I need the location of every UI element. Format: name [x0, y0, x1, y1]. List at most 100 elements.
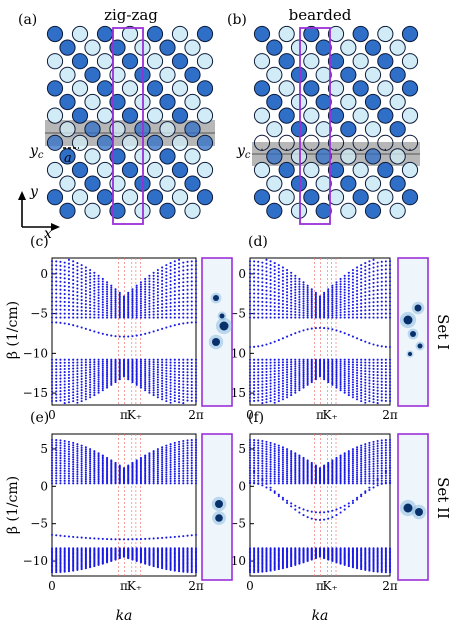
band-point — [144, 480, 147, 483]
band-point — [169, 325, 172, 328]
band-point — [186, 457, 189, 460]
band-point — [372, 308, 375, 311]
band-point — [72, 463, 75, 466]
band-point — [101, 298, 104, 301]
band-point — [63, 296, 66, 300]
band-point — [269, 463, 272, 466]
band-point — [76, 367, 79, 370]
band-point — [368, 271, 371, 274]
band-point — [339, 474, 342, 477]
band-point — [144, 374, 147, 378]
band-point — [372, 278, 375, 281]
band-point — [281, 387, 284, 390]
band-point — [55, 393, 58, 396]
band-point — [148, 454, 151, 457]
band-point — [368, 309, 371, 312]
band-point — [80, 462, 83, 465]
band-point — [306, 291, 309, 294]
band-point — [93, 372, 96, 375]
band-point — [290, 502, 293, 505]
band-point — [67, 281, 70, 285]
band-point — [356, 567, 359, 570]
band-point — [80, 361, 83, 364]
band-point — [169, 316, 172, 319]
band-point — [360, 264, 363, 267]
band-point — [269, 479, 272, 483]
band-point — [339, 383, 342, 386]
band-point — [161, 369, 164, 372]
band-point — [290, 565, 293, 568]
band-point — [63, 289, 66, 292]
band-point — [360, 295, 363, 298]
band-point — [269, 449, 272, 452]
lattice-site — [266, 121, 283, 138]
band-point — [281, 313, 284, 316]
band-point — [50, 477, 54, 480]
band-point — [84, 273, 87, 276]
band-point — [294, 464, 297, 467]
band-point — [118, 304, 121, 308]
band-point — [127, 304, 130, 308]
band-point — [194, 316, 198, 319]
lattice-site — [290, 121, 308, 138]
band-point — [347, 389, 350, 392]
band-point — [351, 287, 354, 291]
band-point — [364, 468, 367, 471]
band-point — [281, 448, 284, 451]
band-point — [298, 362, 301, 365]
band-point — [161, 465, 164, 468]
band-point — [93, 474, 96, 477]
band-point — [273, 370, 276, 373]
band-point — [331, 297, 334, 300]
band-point — [331, 382, 334, 385]
band-point — [72, 324, 75, 327]
band-point — [131, 372, 134, 375]
band-point — [269, 290, 272, 293]
band-point — [173, 309, 176, 312]
band-point — [380, 292, 383, 295]
band-point — [356, 303, 359, 306]
band-point — [76, 375, 79, 378]
band-point — [273, 287, 276, 290]
band-point — [368, 446, 371, 449]
band-point — [178, 285, 181, 288]
band-point — [368, 305, 371, 308]
lattice-site — [253, 161, 271, 179]
band-point — [93, 274, 96, 277]
band-point — [318, 555, 322, 558]
band-point — [131, 363, 134, 366]
band-point — [72, 294, 75, 297]
band-point — [310, 381, 313, 384]
band-point — [161, 471, 164, 474]
band-point — [253, 264, 256, 267]
band-point — [139, 470, 142, 473]
band-point — [302, 302, 305, 305]
band-point — [310, 461, 313, 465]
band-point — [173, 324, 176, 327]
band-point — [257, 462, 260, 465]
band-point — [269, 394, 272, 397]
band-point — [343, 291, 346, 294]
band-point — [106, 470, 109, 473]
band-point — [89, 329, 92, 332]
band-point — [97, 482, 100, 485]
band-point — [273, 466, 276, 469]
band-point — [148, 331, 151, 334]
band-point — [182, 482, 185, 485]
band-point — [182, 386, 185, 389]
band-point — [101, 290, 104, 293]
band-point — [277, 309, 280, 312]
band-point — [169, 475, 172, 478]
band-point — [84, 299, 87, 302]
band-point — [194, 477, 198, 480]
band-point — [257, 380, 260, 383]
band-point — [152, 372, 155, 375]
band-point — [165, 460, 168, 463]
band-point — [169, 445, 172, 448]
band-point — [148, 382, 151, 385]
band-point — [144, 378, 147, 382]
band-point — [248, 472, 252, 475]
band-point — [384, 380, 387, 383]
band-point — [302, 293, 305, 296]
band-point — [356, 369, 359, 372]
